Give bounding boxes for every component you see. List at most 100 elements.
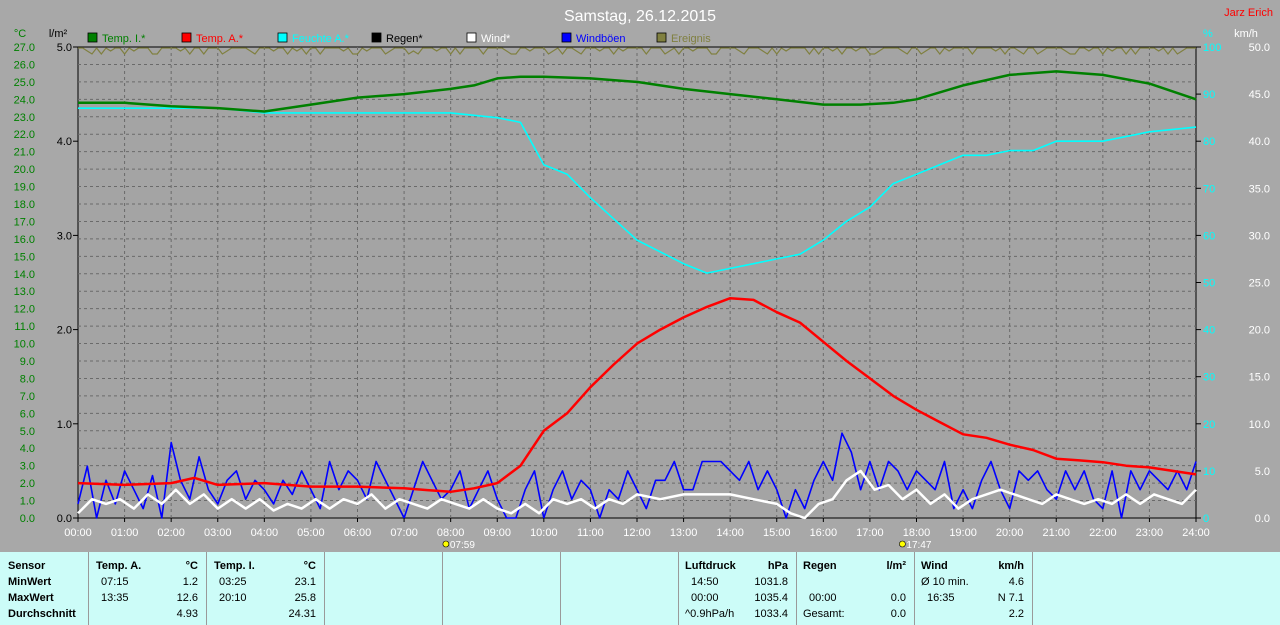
ereignis-strip (78, 47, 1196, 55)
temp-tick-label: 1.0 (20, 496, 35, 508)
temp-tick-label: 9.0 (20, 356, 35, 368)
temp-tick-label: 21.0 (14, 147, 35, 159)
humidity-tick-label: 40 (1203, 325, 1215, 337)
x-tick-label: 08:00 (437, 527, 465, 539)
luftdruck-trend: ^0.9hPa/h (685, 608, 735, 620)
temp-tick-label: 10.0 (14, 339, 35, 351)
temp-tick-label: 5.0 (20, 426, 35, 438)
temp-tick-label: 16.0 (14, 234, 35, 246)
x-tick-label: 22:00 (1089, 527, 1117, 539)
temp-a-max-time: 13:35 (101, 592, 129, 604)
regen-unit: l/m² (886, 560, 906, 572)
humidity-tick-label: 90 (1203, 89, 1215, 101)
x-tick-label: 23:00 (1136, 527, 1164, 539)
temp-i-max-value: 25.8 (294, 592, 316, 604)
temp-tick-label: 3.0 (20, 461, 35, 473)
regen-column: Regen l/m² 00:00 0.0 Gesamt: 0.0 (796, 552, 914, 625)
temp-i-unit: °C (303, 560, 316, 572)
legend-label: Wind* (481, 33, 511, 45)
empty-column-4 (1032, 552, 1280, 625)
x-tick-label: 15:00 (763, 527, 791, 539)
temp-a-column: Temp. A. °C 07:15 1.2 13:35 12.6 4.93 (88, 552, 206, 625)
luftdruck-header: Luftdruck (685, 560, 736, 572)
temp-tick-label: 14.0 (14, 269, 35, 281)
empty-column-3 (560, 552, 678, 625)
temp-tick-label: 0.0 (20, 513, 35, 525)
temp-tick-label: 12.0 (14, 304, 35, 316)
wind-tick-label: 20.0 (1249, 325, 1270, 337)
grid-lines (78, 47, 1196, 518)
x-tick-label: 10:00 (530, 527, 558, 539)
rain-tick-label: 4.0 (57, 136, 72, 148)
weather-chart: 00:00 01:00 02:00 03:00 04:00 05:00 06:00 07:00… (13, 7, 1273, 551)
luftdruck-min-value: 1031.8 (754, 576, 788, 588)
temp-a-max-value: 12.6 (176, 592, 198, 604)
temp-tick-label: 27.0 (14, 42, 35, 54)
temp-tick-label: 13.0 (14, 286, 35, 298)
x-tick-label: 09:00 (483, 527, 511, 539)
author-label: Jarz Erich (1224, 7, 1273, 19)
temp-i-max-time: 20:10 (219, 592, 247, 604)
luftdruck-unit: hPa (767, 560, 788, 572)
temp-tick-label: 6.0 (20, 408, 35, 420)
regen-max-value: 0.0 (890, 592, 906, 604)
legend-swatch (466, 32, 477, 43)
x-tick-label: 04:00 (251, 527, 279, 539)
temp-tick-label: 26.0 (14, 59, 35, 71)
empty-column-1 (324, 552, 442, 625)
temp-tick-label: 18.0 (14, 199, 35, 211)
humidity-tick-label: 80 (1203, 136, 1215, 148)
temp-tick-label: 11.0 (14, 321, 35, 333)
wind-tick-label: 0.0 (1255, 513, 1270, 525)
wind-tick-label: 35.0 (1249, 183, 1270, 195)
ereignis-line (78, 47, 1196, 55)
stats-panel: Sensor MinWert MaxWert Durchschnitt Temp… (0, 552, 1280, 625)
temp-tick-label: 20.0 (14, 164, 35, 176)
x-tick-label: 14:00 (716, 527, 744, 539)
rain-tick-label: 3.0 (57, 230, 72, 242)
wind-avg10-label: Ø 10 min. (921, 576, 969, 588)
rain-unit-label: l/m² (49, 28, 68, 40)
x-tick-label: 20:00 (996, 527, 1024, 539)
temp-i-avg-value: 24.31 (288, 608, 316, 620)
x-tick-label: 12:00 (623, 527, 651, 539)
x-tick-label: 01:00 (111, 527, 139, 539)
x-tick-label: 13:00 (670, 527, 698, 539)
temp-i-header: Temp. I. (214, 560, 255, 572)
temp-a-avg-value: 4.93 (176, 608, 198, 620)
temp-tick-label: 19.0 (14, 182, 35, 194)
temp-tick-label: 23.0 (14, 112, 35, 124)
wind-unit-label: km/h (1234, 28, 1258, 40)
humidity-tick-label: 70 (1203, 183, 1215, 195)
x-tick-label: 19:00 (949, 527, 977, 539)
temp-a-min-value: 1.2 (182, 576, 198, 588)
series-windböen (77, 432, 1197, 519)
sunset-label: 17:47 (906, 540, 931, 551)
legend-label: Ereignis (671, 33, 711, 45)
legend: Temp. I.* Temp. A.* Feuchte A.* Regen* Wind*… (87, 32, 711, 45)
x-tick-label: 24:00 (1182, 527, 1210, 539)
series-wind (77, 469, 1197, 520)
wind-tick-label: 50.0 (1249, 42, 1270, 54)
wind-tick-label: 5.0 (1255, 466, 1270, 478)
wind-unit: km/h (998, 560, 1024, 572)
legend-label: Regen* (386, 33, 423, 45)
x-tick-label: 06:00 (344, 527, 372, 539)
legend-label: Windböen (576, 33, 626, 45)
series-temp-a (77, 296, 1197, 494)
series-feuchte-a (78, 107, 1197, 274)
temp-unit-label: °C (14, 28, 26, 40)
luftdruck-max-value: 1035.4 (754, 592, 788, 604)
wind-max-value: N 7.1 (997, 592, 1024, 604)
axes: 00:00 01:00 02:00 03:00 04:00 05:00 06:00 07:00… (14, 28, 1270, 551)
sensor-header: Sensor (8, 560, 46, 572)
temp-i-min-time: 03:25 (219, 576, 247, 588)
humidity-tick-label: 60 (1203, 230, 1215, 242)
durchschnitt-label: Durchschnitt (8, 608, 76, 620)
x-tick-label: 16:00 (810, 527, 838, 539)
rain-tick-label: 5.0 (57, 42, 72, 54)
wind-avg10-value: 4.6 (1008, 576, 1024, 588)
temp-i-column: Temp. I. °C 03:25 23.1 20:10 25.8 24.31 (206, 552, 324, 625)
rain-tick-label: 1.0 (57, 419, 72, 431)
series-temp-i (78, 70, 1197, 113)
